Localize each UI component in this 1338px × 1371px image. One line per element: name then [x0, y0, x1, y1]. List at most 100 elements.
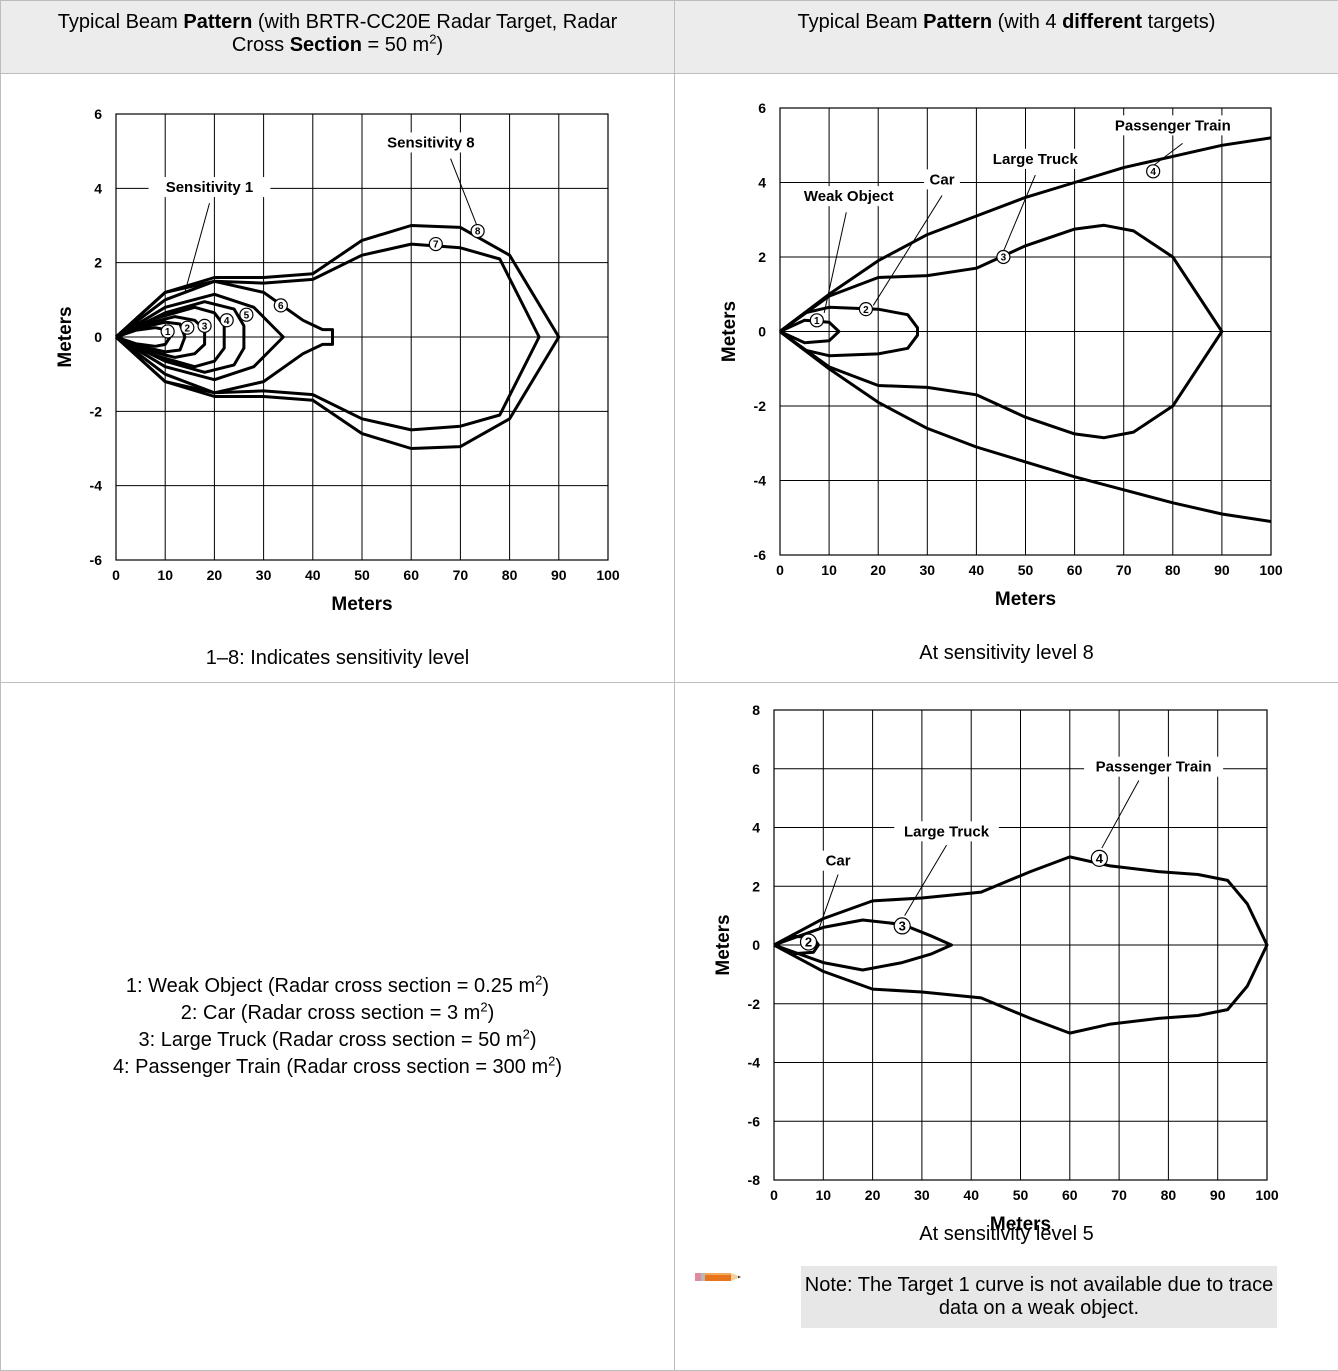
x-tick-label: 90 — [1214, 562, 1230, 578]
x-tick-label: 30 — [256, 567, 272, 583]
y-tick-label: 0 — [94, 329, 102, 345]
annotation-leader — [818, 875, 838, 931]
annotation-label: Sensitivity 8 — [387, 134, 475, 151]
y-tick-label: 8 — [752, 702, 760, 718]
x-tick-label: 10 — [157, 567, 173, 583]
y-tick-label: 4 — [752, 820, 760, 836]
header-text: targets) — [1142, 11, 1215, 33]
y-tick-label: 2 — [752, 878, 760, 894]
y-tick-label: -4 — [90, 478, 103, 494]
series-number-label: 1 — [814, 316, 820, 327]
annotation-leader — [873, 196, 942, 306]
right-column-header: Typical Beam Pattern (with 4 different t… — [675, 1, 1338, 74]
series-number-label: 4 — [1096, 851, 1104, 866]
x-tick-label: 30 — [920, 562, 936, 578]
legend-item: 2: Car (Radar cross section = 3 m2) — [1, 1000, 674, 1027]
series-number-label: 6 — [278, 301, 284, 312]
legend-item: 1: Weak Object (Radar cross section = 0.… — [1, 973, 674, 1000]
y-tick-label: -6 — [748, 1113, 761, 1129]
left-column-header: Typical Beam Pattern (with BRTR-CC20E Ra… — [1, 1, 675, 74]
header-text: = 50 m — [362, 34, 429, 56]
series-number-label: 8 — [475, 227, 481, 238]
x-tick-label: 20 — [870, 562, 886, 578]
x-tick-label: 40 — [969, 562, 985, 578]
x-tick-label: 60 — [1067, 562, 1083, 578]
x-tick-label: 60 — [403, 567, 419, 583]
x-tick-label: 20 — [207, 567, 223, 583]
legend-text: 1: Weak Object (Radar cross section = 0.… — [126, 975, 535, 997]
y-tick-label: 0 — [758, 324, 766, 340]
x-tick-label: 40 — [963, 1187, 979, 1203]
x-tick-label: 50 — [1013, 1187, 1029, 1203]
annotation-leader — [1102, 781, 1139, 849]
x-tick-label: 10 — [821, 562, 837, 578]
series-number-label: 7 — [433, 240, 439, 251]
y-tick-label: 6 — [758, 100, 766, 116]
legend-end: ) — [530, 1029, 537, 1051]
legend-text: 3: Large Truck (Radar cross section = 50… — [139, 1029, 523, 1051]
annotation-label: Sensitivity 1 — [166, 179, 254, 196]
header-text: ) — [436, 34, 443, 56]
series-number-label: 2 — [805, 935, 812, 950]
annotation-leader — [905, 845, 947, 916]
chart1-caption: 1–8: Indicates sensitivity level — [1, 647, 674, 670]
pencil-icon — [695, 1270, 745, 1284]
x-tick-label: 0 — [776, 562, 784, 578]
x-tick-label: 10 — [816, 1187, 832, 1203]
legend-end: ) — [488, 1002, 495, 1024]
legend-text: 2: Car (Radar cross section = 3 m — [181, 1002, 481, 1024]
x-tick-label: 90 — [1210, 1187, 1226, 1203]
header-bold: Pattern — [923, 11, 992, 33]
series-number-label: 3 — [1001, 253, 1007, 264]
x-tick-label: 100 — [1259, 562, 1283, 578]
x-axis-label: Meters — [331, 594, 392, 615]
x-tick-label: 80 — [502, 567, 518, 583]
header-bold: Pattern — [183, 11, 252, 33]
annotation-label: Car — [826, 853, 851, 870]
annotation-label: Car — [930, 171, 955, 188]
series-number-label: 3 — [202, 321, 208, 332]
series-number-label: 4 — [224, 316, 230, 327]
x-tick-label: 20 — [865, 1187, 881, 1203]
y-tick-label: -4 — [748, 1055, 761, 1071]
x-tick-label: 60 — [1062, 1187, 1078, 1203]
target-legend: 1: Weak Object (Radar cross section = 0.… — [1, 973, 674, 1081]
legend-cell: 1: Weak Object (Radar cross section = 0.… — [1, 683, 675, 1371]
x-tick-label: 70 — [1111, 1187, 1127, 1203]
series-number-label: 5 — [244, 310, 250, 321]
legend-sup: 2 — [523, 1026, 530, 1041]
legend-text: 4: Passenger Train (Radar cross section … — [113, 1056, 548, 1078]
y-tick-label: -2 — [90, 403, 103, 419]
chart2-caption: At sensitivity level 8 — [675, 642, 1338, 665]
x-tick-label: 30 — [914, 1187, 930, 1203]
x-tick-label: 80 — [1161, 1187, 1177, 1203]
y-tick-label: -2 — [754, 398, 767, 414]
legend-end: ) — [542, 975, 549, 997]
y-tick-label: 4 — [758, 175, 766, 191]
legend-item: 4: Passenger Train (Radar cross section … — [1, 1054, 674, 1081]
legend-sup: 2 — [480, 999, 487, 1014]
chart3-caption: At sensitivity level 5 — [675, 1223, 1338, 1246]
y-tick-label: 2 — [94, 255, 102, 271]
header-bold: different — [1062, 11, 1142, 33]
annotation-label: Weak Object — [804, 188, 894, 205]
y-axis-label: Meters — [55, 306, 76, 367]
annotation-label: Passenger Train — [1096, 759, 1212, 776]
y-tick-label: -8 — [748, 1172, 761, 1188]
x-tick-label: 0 — [112, 567, 120, 583]
series-number-label: 3 — [899, 919, 906, 934]
y-tick-label: -6 — [754, 547, 767, 563]
x-tick-label: 100 — [596, 567, 620, 583]
header-text: Typical Beam — [58, 11, 184, 33]
legend-end: ) — [555, 1056, 562, 1078]
legend-item: 3: Large Truck (Radar cross section = 50… — [1, 1027, 674, 1054]
y-tick-label: 2 — [758, 249, 766, 265]
y-tick-label: -4 — [754, 473, 767, 489]
y-tick-label: 6 — [94, 106, 102, 122]
